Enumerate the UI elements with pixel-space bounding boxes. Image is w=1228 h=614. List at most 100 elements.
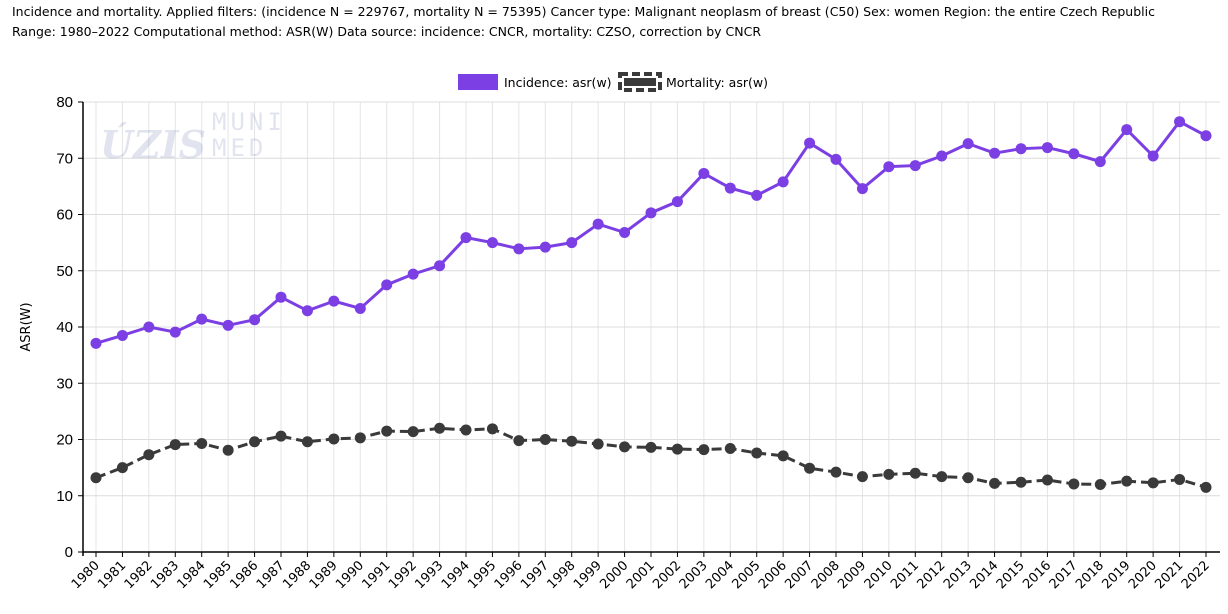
y-tick-label: 30 <box>56 375 73 392</box>
x-tick-label: 2020 <box>1126 558 1160 592</box>
data-point <box>1041 142 1053 154</box>
data-point <box>645 441 657 453</box>
data-point <box>143 321 155 333</box>
x-tick-label: 1991 <box>360 558 394 592</box>
data-point <box>249 314 261 326</box>
y-tick-label: 40 <box>56 319 73 336</box>
x-tick-label: 1981 <box>95 558 129 592</box>
data-point <box>1015 143 1027 155</box>
x-tick-label: 2004 <box>703 558 737 592</box>
x-tick-label: 2002 <box>650 558 684 592</box>
data-point <box>381 279 393 291</box>
data-point <box>592 218 604 230</box>
data-point <box>249 436 261 448</box>
data-point <box>1174 473 1186 485</box>
data-point <box>566 435 578 447</box>
x-tick-label: 1986 <box>227 558 261 592</box>
y-tick-label: 20 <box>56 432 73 449</box>
data-point <box>354 302 366 314</box>
data-point <box>1174 116 1186 128</box>
x-tick-label: 2021 <box>1152 558 1186 592</box>
data-point <box>539 241 551 253</box>
x-tick-label: 2022 <box>1179 558 1213 592</box>
data-point <box>90 472 102 484</box>
legend-item: Mortality: asr(w) <box>618 72 768 92</box>
uzis-logo: ÚZIS <box>100 122 206 167</box>
data-point <box>275 430 287 442</box>
data-point <box>909 467 921 479</box>
data-point <box>751 189 763 201</box>
data-point <box>645 207 657 219</box>
muni-logo-line1: MUNI <box>212 108 286 136</box>
data-point <box>222 319 234 331</box>
series-layer <box>90 116 1212 493</box>
x-tick-label: 1993 <box>412 558 446 592</box>
data-point <box>804 462 816 474</box>
chart-header: Incidence and mortality. Applied filters… <box>12 2 1222 42</box>
x-tick-label: 2013 <box>941 558 975 592</box>
data-point <box>804 137 816 149</box>
data-point <box>539 434 551 445</box>
data-point <box>1015 476 1027 488</box>
data-point <box>830 153 842 165</box>
y-tick-label: 0 <box>65 544 73 561</box>
data-point <box>1121 475 1133 487</box>
x-tick-label: 1987 <box>254 558 288 592</box>
data-point <box>989 477 1001 489</box>
x-tick-label: 1990 <box>333 558 367 592</box>
data-point <box>619 441 631 453</box>
data-point <box>909 160 921 172</box>
data-point <box>1121 124 1133 136</box>
data-point <box>328 433 340 445</box>
data-point <box>196 313 208 325</box>
x-tick-label: 2015 <box>994 558 1028 592</box>
data-point <box>698 167 710 179</box>
x-tick-label: 1983 <box>148 558 182 592</box>
data-point <box>619 227 631 238</box>
x-tick-label: 1992 <box>386 558 420 592</box>
header-line-2: Range: 1980–2022 Computational method: A… <box>12 24 762 39</box>
data-point <box>1200 481 1212 493</box>
x-tick-label: 2003 <box>677 558 711 592</box>
data-point <box>724 182 736 194</box>
x-tick-label: 2008 <box>809 558 843 592</box>
data-point <box>116 462 128 474</box>
data-point <box>407 268 419 280</box>
x-tick-label: 2009 <box>835 558 869 592</box>
x-tick-label: 1980 <box>69 558 103 592</box>
data-point <box>486 423 498 435</box>
data-point <box>381 425 393 437</box>
data-point <box>222 444 234 456</box>
x-tick-label: 1985 <box>201 558 235 592</box>
data-point <box>169 439 181 451</box>
legend-label: Incidence: asr(w) <box>504 75 612 90</box>
data-point <box>354 432 366 444</box>
muni-logo-line2: MED <box>212 134 267 162</box>
data-point <box>936 471 948 483</box>
data-point <box>1147 150 1159 162</box>
data-point <box>460 232 472 244</box>
data-point <box>434 260 446 272</box>
y-tick-label: 50 <box>56 263 73 280</box>
data-point <box>962 138 974 150</box>
x-tick-label: 2007 <box>782 558 816 592</box>
x-tick-label: 1998 <box>545 558 579 592</box>
legend: Incidence: asr(w) Mortality: asr(w) <box>458 72 768 92</box>
x-tick-label: 1996 <box>492 558 526 592</box>
y-tick-label: 10 <box>56 488 73 505</box>
x-tick-label: 2016 <box>1020 558 1054 592</box>
data-point <box>301 436 313 448</box>
data-point <box>460 424 472 436</box>
data-point <box>434 422 446 434</box>
data-point <box>777 176 789 188</box>
data-point <box>1068 478 1080 490</box>
x-tick-label: 2017 <box>1047 558 1081 592</box>
y-tick-label: 60 <box>56 207 73 224</box>
x-tick-label: 2000 <box>597 558 631 592</box>
data-point <box>513 435 525 447</box>
legend-label: Mortality: asr(w) <box>666 75 768 90</box>
x-tick-label: 1994 <box>439 558 473 592</box>
x-tick-label: 1999 <box>571 558 605 592</box>
data-point <box>698 444 710 456</box>
